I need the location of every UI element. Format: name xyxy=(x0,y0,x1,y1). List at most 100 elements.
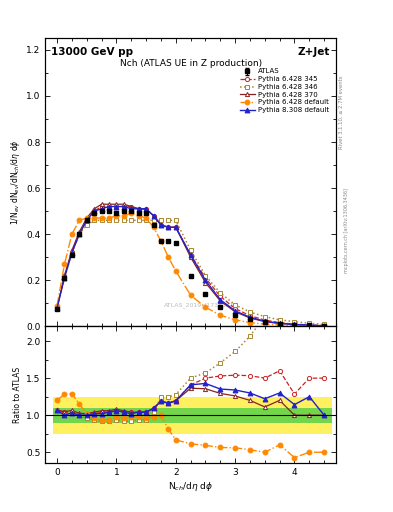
Pythia 6.428 default xyxy=(151,224,156,230)
Pythia 6.428 370 xyxy=(114,201,119,207)
Text: 13000 GeV pp: 13000 GeV pp xyxy=(51,47,133,57)
Pythia 6.428 345 xyxy=(121,203,126,209)
Legend: ATLAS, Pythia 6.428 345, Pythia 6.428 346, Pythia 6.428 370, Pythia 6.428 defaul: ATLAS, Pythia 6.428 345, Pythia 6.428 34… xyxy=(239,68,330,114)
Pythia 6.428 346 xyxy=(292,318,297,325)
Pythia 6.428 370 xyxy=(188,254,193,260)
Pythia 6.428 345 xyxy=(233,306,237,312)
Pythia 6.428 370 xyxy=(62,272,67,279)
Pythia 6.428 345 xyxy=(292,321,297,327)
Pythia 6.428 370 xyxy=(99,201,104,207)
Pythia 6.428 346 xyxy=(218,290,223,296)
Pythia 8.308 default xyxy=(114,203,119,209)
Pythia 6.428 370 xyxy=(203,280,208,286)
Pythia 6.428 370 xyxy=(84,215,89,221)
Pythia 6.428 370 xyxy=(121,201,126,207)
Pythia 6.428 346 xyxy=(233,302,237,308)
Pythia 6.428 370 xyxy=(129,203,134,209)
Pythia 6.428 default xyxy=(99,215,104,221)
Pythia 8.308 default xyxy=(322,323,327,329)
Pythia 6.428 default xyxy=(292,323,297,329)
Pythia 6.428 346 xyxy=(70,249,74,255)
Pythia 6.428 346 xyxy=(121,217,126,223)
Pythia 6.428 345 xyxy=(84,217,89,223)
Text: ATLAS_2019_I1736531: ATLAS_2019_I1736531 xyxy=(164,302,235,308)
Pythia 8.308 default xyxy=(84,217,89,223)
Pythia 6.428 370 xyxy=(55,305,59,311)
Pythia 6.428 345 xyxy=(144,206,149,212)
Pythia 8.308 default xyxy=(136,206,141,212)
Pythia 6.428 346 xyxy=(114,217,119,223)
Pythia 6.428 370 xyxy=(92,206,97,212)
Pythia 6.428 default xyxy=(188,292,193,298)
Pythia 6.428 default xyxy=(248,319,252,326)
Pythia 6.428 346 xyxy=(307,320,312,326)
Pythia 8.308 default xyxy=(55,305,59,311)
Pythia 6.428 345 xyxy=(70,249,74,255)
Pythia 6.428 370 xyxy=(107,201,111,207)
Pythia 6.428 346 xyxy=(248,309,252,315)
Pythia 6.428 default xyxy=(166,254,171,260)
Pythia 6.428 370 xyxy=(158,222,163,228)
Pythia 6.428 default xyxy=(173,268,178,274)
Text: Z+Jet: Z+Jet xyxy=(298,47,330,57)
Pythia 6.428 370 xyxy=(151,212,156,219)
Pythia 6.428 345 xyxy=(173,224,178,230)
Pythia 8.308 default xyxy=(166,224,171,230)
Pythia 6.428 default xyxy=(322,323,327,329)
Pythia 6.428 345 xyxy=(307,322,312,328)
Pythia 6.428 346 xyxy=(188,247,193,253)
Pythia 6.428 345 xyxy=(114,203,119,209)
Pythia 6.428 370 xyxy=(173,224,178,230)
Pythia 6.428 default xyxy=(144,215,149,221)
Pythia 6.428 346 xyxy=(263,313,267,319)
Pythia 6.428 345 xyxy=(77,231,82,237)
Pythia 6.428 346 xyxy=(173,217,178,223)
Pythia 8.308 default xyxy=(107,203,111,209)
Pythia 6.428 370 xyxy=(248,315,252,321)
Pythia 6.428 default xyxy=(263,321,267,327)
Pythia 6.428 345 xyxy=(248,313,252,319)
Pythia 6.428 default xyxy=(233,317,237,323)
Pythia 6.428 346 xyxy=(166,217,171,223)
Pythia 6.428 370 xyxy=(70,247,74,253)
Pythia 6.428 370 xyxy=(277,321,282,327)
Pythia 6.428 default xyxy=(70,231,74,237)
Pythia 6.428 default xyxy=(55,303,59,309)
Pythia 6.428 default xyxy=(77,217,82,223)
Line: Pythia 6.428 345: Pythia 6.428 345 xyxy=(55,204,326,328)
Text: Rivet 3.1.10, ≥ 2.7M events: Rivet 3.1.10, ≥ 2.7M events xyxy=(339,76,344,150)
Pythia 6.428 345 xyxy=(166,224,171,230)
Pythia 6.428 345 xyxy=(129,203,134,209)
Pythia 8.308 default xyxy=(144,206,149,212)
Pythia 8.308 default xyxy=(62,275,67,281)
Pythia 6.428 370 xyxy=(307,322,312,328)
Pythia 6.428 370 xyxy=(77,229,82,235)
Pythia 8.308 default xyxy=(129,206,134,212)
Pythia 8.308 default xyxy=(77,231,82,237)
Pythia 6.428 346 xyxy=(144,217,149,223)
Pythia 6.428 345 xyxy=(188,252,193,258)
Pythia 6.428 346 xyxy=(136,217,141,223)
Pythia 8.308 default xyxy=(70,249,74,255)
Y-axis label: Ratio to ATLAS: Ratio to ATLAS xyxy=(13,367,22,423)
Pythia 6.428 default xyxy=(307,323,312,329)
Pythia 8.308 default xyxy=(263,318,267,324)
Pythia 8.308 default xyxy=(233,308,237,314)
Pythia 6.428 370 xyxy=(166,224,171,230)
Pythia 6.428 346 xyxy=(129,217,134,223)
Line: Pythia 6.428 370: Pythia 6.428 370 xyxy=(55,202,326,328)
Pythia 6.428 345 xyxy=(55,305,59,311)
Pythia 8.308 default xyxy=(173,224,178,230)
Pythia 8.308 default xyxy=(121,203,126,209)
Pythia 6.428 default xyxy=(136,212,141,219)
Pythia 6.428 370 xyxy=(144,206,149,212)
Pythia 6.428 default xyxy=(92,215,97,221)
Y-axis label: 1/N$_{ev}$ dN$_{ev}$/dN$_{ch}$/d$\eta$ d$\phi$: 1/N$_{ev}$ dN$_{ev}$/dN$_{ch}$/d$\eta$ d… xyxy=(9,139,22,225)
Pythia 6.428 370 xyxy=(233,309,237,315)
Pythia 6.428 370 xyxy=(322,323,327,329)
Text: Nch (ATLAS UE in Z production): Nch (ATLAS UE in Z production) xyxy=(119,58,262,68)
Pythia 6.428 346 xyxy=(277,317,282,323)
Pythia 6.428 345 xyxy=(99,203,104,209)
Line: Pythia 6.428 346: Pythia 6.428 346 xyxy=(55,218,326,327)
Pythia 8.308 default xyxy=(248,314,252,321)
